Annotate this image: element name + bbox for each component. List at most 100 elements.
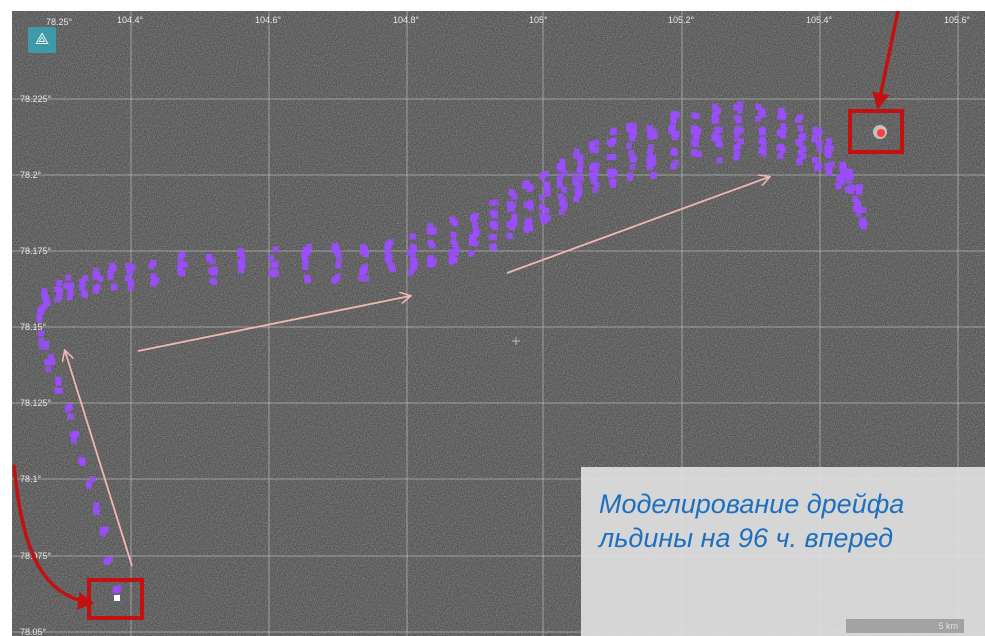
drift-point xyxy=(301,252,308,259)
drift-cluster xyxy=(301,243,312,284)
lon-tick-label: 105.2° xyxy=(668,15,695,25)
drift-point xyxy=(66,403,73,410)
drift-cluster xyxy=(572,148,584,202)
drift-point xyxy=(670,117,677,124)
drift-point xyxy=(334,250,341,257)
drift-point xyxy=(469,236,476,243)
drift-point xyxy=(491,210,498,217)
drift-cluster xyxy=(448,216,460,265)
drift-point xyxy=(305,243,312,250)
drift-cluster xyxy=(755,104,767,157)
drift-point xyxy=(575,191,582,198)
drift-point xyxy=(302,264,309,271)
drift-point xyxy=(561,202,568,209)
drift-point xyxy=(543,170,549,177)
drift-point xyxy=(648,134,655,140)
drift-point xyxy=(695,151,702,158)
drift-point xyxy=(45,366,52,373)
lat-tick-label: 78.125° xyxy=(20,398,52,408)
drift-cluster xyxy=(86,476,96,489)
drift-point xyxy=(755,104,762,111)
drift-point xyxy=(99,527,106,534)
drift-point xyxy=(302,258,309,264)
drift-point xyxy=(711,114,718,121)
drift-point xyxy=(798,134,805,140)
drift-point xyxy=(506,233,513,239)
drift-point xyxy=(544,186,551,193)
drift-point xyxy=(628,150,635,156)
drift-point xyxy=(780,123,787,130)
sar-map-view[interactable]: 104.4° 104.6° 104.8° 105° 105.2° 105.4° 105.6°… xyxy=(12,11,985,636)
drift-point xyxy=(44,300,51,307)
drift-point xyxy=(847,168,854,175)
drift-point xyxy=(82,275,89,281)
lat-tick-label: 78.075° xyxy=(20,551,52,561)
drift-point xyxy=(609,129,616,136)
lon-tick-label: 104.8° xyxy=(393,15,420,25)
drift-point xyxy=(609,168,616,175)
drift-point xyxy=(407,269,414,276)
drift-point xyxy=(127,268,134,275)
drift-point xyxy=(626,175,633,181)
drift-point xyxy=(509,224,515,231)
drift-point xyxy=(610,137,617,144)
drift-point xyxy=(93,502,100,509)
drift-cluster xyxy=(858,217,868,230)
drift-point xyxy=(66,294,73,301)
drift-cluster xyxy=(92,268,104,294)
drift-cluster xyxy=(488,199,499,251)
drift-point xyxy=(387,262,394,269)
drift-point xyxy=(838,178,845,185)
map-canvas[interactable]: 104.4° 104.6° 104.8° 105° 105.2° 105.4° 105.6°… xyxy=(12,11,985,636)
drift-point xyxy=(589,144,596,151)
drift-point xyxy=(736,101,743,108)
drift-point xyxy=(510,201,517,208)
drift-point xyxy=(816,129,823,136)
drift-point xyxy=(358,274,364,281)
drift-point xyxy=(54,387,61,394)
drift-point xyxy=(816,140,823,147)
drift-point xyxy=(860,207,867,214)
drift-point xyxy=(577,175,584,182)
drift-point xyxy=(36,316,43,323)
drift-point xyxy=(797,149,804,156)
drift-point xyxy=(125,262,132,269)
drift-cluster xyxy=(124,262,136,291)
drift-point xyxy=(363,251,369,257)
drift-point xyxy=(779,147,786,154)
caption-text: Моделирование дрейфа льдины на 96 ч. впе… xyxy=(599,489,905,553)
drift-point xyxy=(646,149,653,156)
drift-point xyxy=(593,181,600,188)
map-tool-icon[interactable]: ⟁ xyxy=(28,27,56,53)
drift-point xyxy=(522,182,528,189)
drift-point xyxy=(574,188,581,195)
drift-point xyxy=(506,201,513,207)
drift-cluster xyxy=(54,376,63,394)
drift-point xyxy=(814,165,820,172)
drift-point xyxy=(560,196,567,203)
drift-point xyxy=(492,199,499,206)
drift-point xyxy=(797,114,804,121)
drift-point xyxy=(65,274,72,281)
drift-point xyxy=(733,135,740,142)
drift-cluster xyxy=(835,161,847,190)
drift-point xyxy=(671,147,677,154)
drift-point xyxy=(736,107,743,114)
drift-point xyxy=(651,171,658,178)
drift-cluster xyxy=(795,114,807,166)
drift-point xyxy=(44,359,51,366)
lon-tick-label: 105.6° xyxy=(944,15,971,25)
drift-cluster xyxy=(41,287,51,307)
drift-point xyxy=(650,154,657,161)
drift-point xyxy=(670,123,676,130)
end-position-feature xyxy=(873,125,887,139)
drift-point xyxy=(716,141,723,148)
drift-point xyxy=(427,223,434,230)
drift-point xyxy=(544,190,551,197)
drift-point xyxy=(692,141,699,148)
drift-point xyxy=(429,242,436,249)
drift-point xyxy=(86,482,93,489)
drift-point xyxy=(49,359,56,366)
drift-cluster xyxy=(63,274,75,301)
scale-bar: 5 km xyxy=(846,619,964,633)
